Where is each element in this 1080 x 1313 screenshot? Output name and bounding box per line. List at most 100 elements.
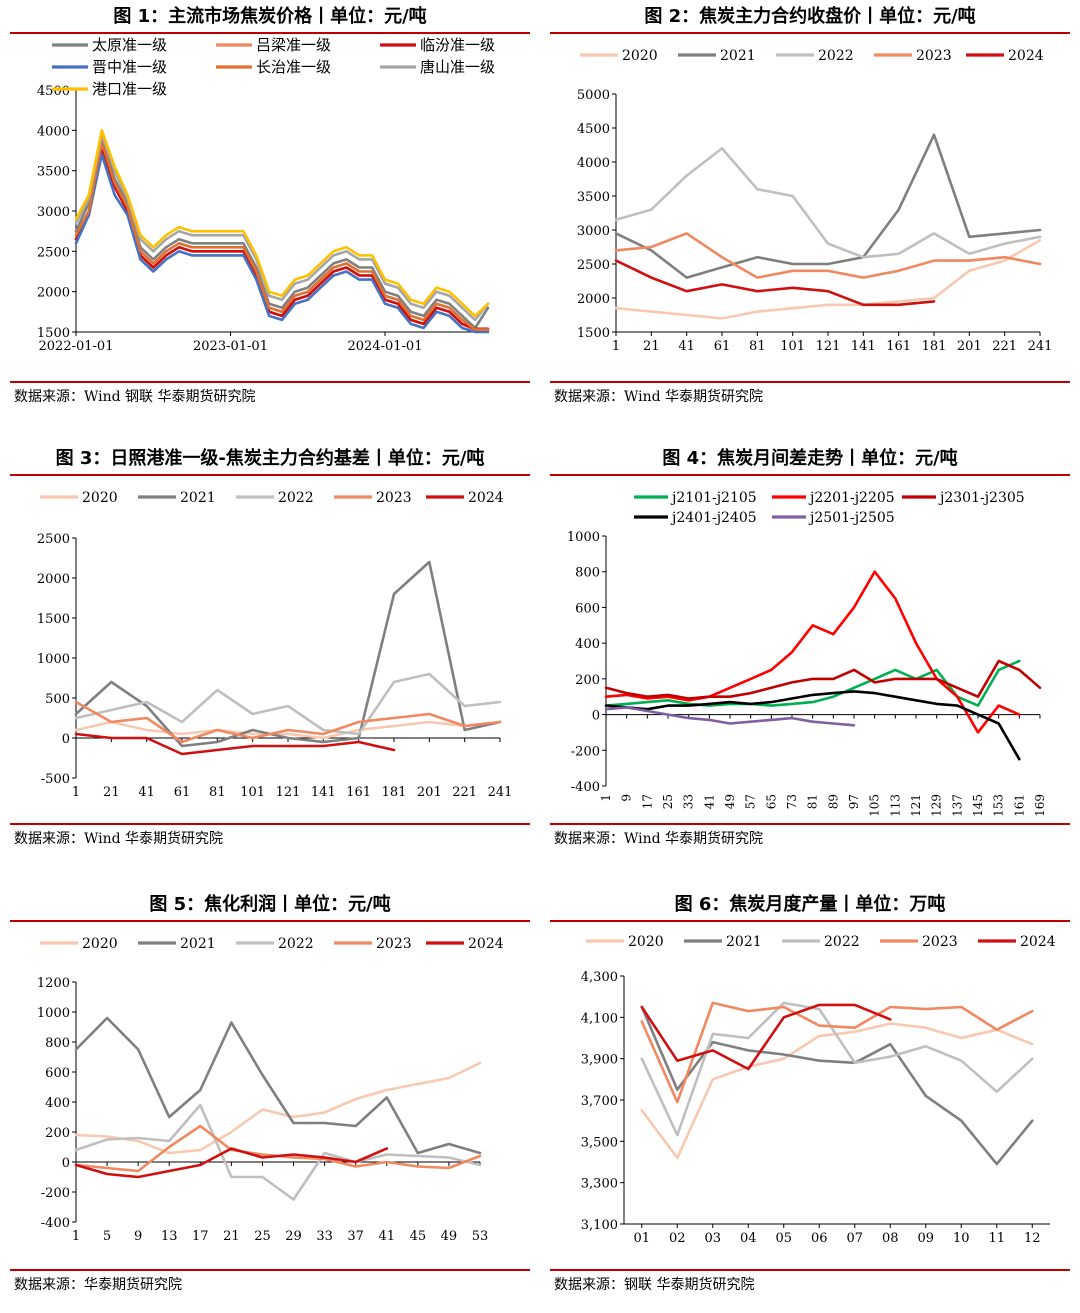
x-tick-label: 41 xyxy=(378,1229,395,1244)
legend-label: 2021 xyxy=(726,934,762,950)
chart-source: 数据来源：钢联 华泰期货研究院 xyxy=(554,1277,755,1293)
x-tick-label: 221 xyxy=(992,339,1017,354)
x-tick-label: 201 xyxy=(417,785,442,800)
x-tick-label: 241 xyxy=(1028,339,1053,354)
y-tick-label: 4000 xyxy=(577,156,610,171)
x-tick-label: 57 xyxy=(744,794,758,809)
series-line xyxy=(74,720,502,740)
x-tick-label: 12 xyxy=(1024,1231,1041,1246)
legend-label: 2020 xyxy=(82,490,118,506)
chart-1-plot: 1500 2000 2500 3000 3500 4000 4500 2022-01-01 20… xyxy=(37,36,495,354)
x-tick-label: 01 xyxy=(633,1231,650,1246)
y-tick-label: 3,900 xyxy=(581,1053,618,1068)
y-tick-label: 600 xyxy=(575,601,600,616)
source-rule xyxy=(10,1269,530,1271)
x-tick-label: 81 xyxy=(806,794,820,809)
x-tick-label: 137 xyxy=(950,794,964,817)
y-tick-label: 4000 xyxy=(37,124,70,139)
legend-label: 2024 xyxy=(468,490,504,506)
x-tick-label: 41 xyxy=(138,785,155,800)
y-tick-label: 1000 xyxy=(37,652,70,667)
x-tick-label: 221 xyxy=(452,785,477,800)
legend-label: 吕梁准一级 xyxy=(256,36,331,54)
source-rule xyxy=(550,1269,1070,1271)
series-line xyxy=(640,1001,1034,1104)
legend-label: j2501-j2505 xyxy=(808,510,895,526)
x-tick-label: 161 xyxy=(1012,794,1026,817)
chart-title: 图 4：焦炭月间差走势丨单位：元/吨 xyxy=(662,448,958,469)
legend-label: 2020 xyxy=(82,936,118,952)
x-tick-label: 2024-01-01 xyxy=(348,339,423,354)
y-tick-label: 500 xyxy=(45,692,70,707)
y-tick-label: 2000 xyxy=(37,572,70,587)
series-line xyxy=(614,238,1042,320)
legend-label: 2022 xyxy=(278,490,314,506)
x-tick-label: 07 xyxy=(846,1231,863,1246)
series-line xyxy=(614,232,1042,279)
x-tick-label: 169 xyxy=(1033,794,1047,817)
x-tick-label: 145 xyxy=(971,794,985,817)
x-tick-label: 33 xyxy=(316,1229,333,1244)
x-tick-label: 181 xyxy=(382,785,407,800)
x-tick-label: 21 xyxy=(103,785,120,800)
chart-title: 图 2：焦炭主力合约收盘价丨单位：元/吨 xyxy=(644,6,976,27)
x-tick-label: 121 xyxy=(909,794,923,817)
title-rule xyxy=(10,920,530,922)
y-tick-label: 1500 xyxy=(37,326,70,341)
y-tick-label: -400 xyxy=(41,1216,70,1231)
chart-source: 数据来源：Wind 钢联 华泰期货研究院 xyxy=(14,389,256,405)
series-line xyxy=(74,129,490,318)
x-tick-label: 9 xyxy=(134,1229,142,1244)
chart-6-plot: 3,100 3,300 3,500 3,700 3,900 4,100 4,300 01 02 0… xyxy=(581,934,1056,1246)
series-line xyxy=(640,1003,892,1071)
x-tick-label: 141 xyxy=(311,785,336,800)
y-tick-label: 1500 xyxy=(37,612,70,627)
x-tick-label: 161 xyxy=(886,339,911,354)
series-line xyxy=(74,153,490,334)
legend-label: 2021 xyxy=(720,48,756,64)
legend-label: 晋中准一级 xyxy=(92,58,167,76)
x-tick-label: 49 xyxy=(723,794,737,809)
chart-panel-3: 图 3：日照港准一级-焦炭主力合约基差丨单位：元/吨 -500 0 500 1000 1… xyxy=(10,442,530,852)
y-tick-label: 0 xyxy=(62,732,70,747)
y-tick-label: 0 xyxy=(62,1156,70,1171)
legend-label: 2023 xyxy=(376,936,412,952)
x-tick-label: 49 xyxy=(441,1229,458,1244)
legend-label: 唐山准一级 xyxy=(420,58,495,76)
legend-label: 2024 xyxy=(1020,934,1056,950)
x-tick-label: 13 xyxy=(161,1229,178,1244)
x-tick-label: 113 xyxy=(888,794,902,817)
chart-title: 图 1：主流市场焦炭价格丨单位：元/吨 xyxy=(113,6,427,27)
legend-label: j2201-j2205 xyxy=(808,490,895,506)
x-tick-label: 29 xyxy=(285,1229,302,1244)
legend-label: 太原准一级 xyxy=(92,36,167,54)
series-line xyxy=(74,1103,482,1201)
y-tick-label: 3500 xyxy=(577,190,610,205)
series-line xyxy=(74,732,396,756)
chart-source: 数据来源：华泰期货研究院 xyxy=(14,1277,182,1293)
x-tick-label: 81 xyxy=(749,339,766,354)
x-tick-label: 61 xyxy=(714,339,731,354)
x-tick-label: 1 xyxy=(72,785,80,800)
legend-label: 2020 xyxy=(622,48,658,64)
x-tick-label: 1 xyxy=(612,339,620,354)
y-tick-label: 0 xyxy=(592,709,600,724)
chart-panel-5: 图 5：焦化利润丨单位：元/吨 -400 -200 0 200 400 600 800 100… xyxy=(10,888,530,1298)
title-rule xyxy=(10,32,530,34)
legend-label: 2022 xyxy=(824,934,860,950)
y-tick-label: 1000 xyxy=(37,1006,70,1021)
chart-title: 图 6：焦炭月度产量丨单位：万吨 xyxy=(674,894,946,915)
legend-label: 2022 xyxy=(278,936,314,952)
y-tick-label: 3,500 xyxy=(581,1135,618,1150)
legend-label: 2021 xyxy=(180,490,216,506)
y-tick-label: 3,100 xyxy=(581,1218,618,1233)
legend-label: 2024 xyxy=(1008,48,1044,64)
series-line xyxy=(604,690,1021,761)
series-line xyxy=(74,149,490,331)
x-tick-label: 1 xyxy=(599,794,613,802)
chart-panel-6: 图 6：焦炭月度产量丨单位：万吨 3,100 3,300 3,500 3,700 3,9… xyxy=(550,888,1070,1298)
chart-panel-2: 图 2：焦炭主力合约收盘价丨单位：元/吨 1500 2000 2500 3000 350… xyxy=(550,0,1070,410)
chart-4-plot: -400 -200 0 200 400 600 800 1000 1 9 17 25 33 41 49 57 6… xyxy=(567,490,1047,817)
